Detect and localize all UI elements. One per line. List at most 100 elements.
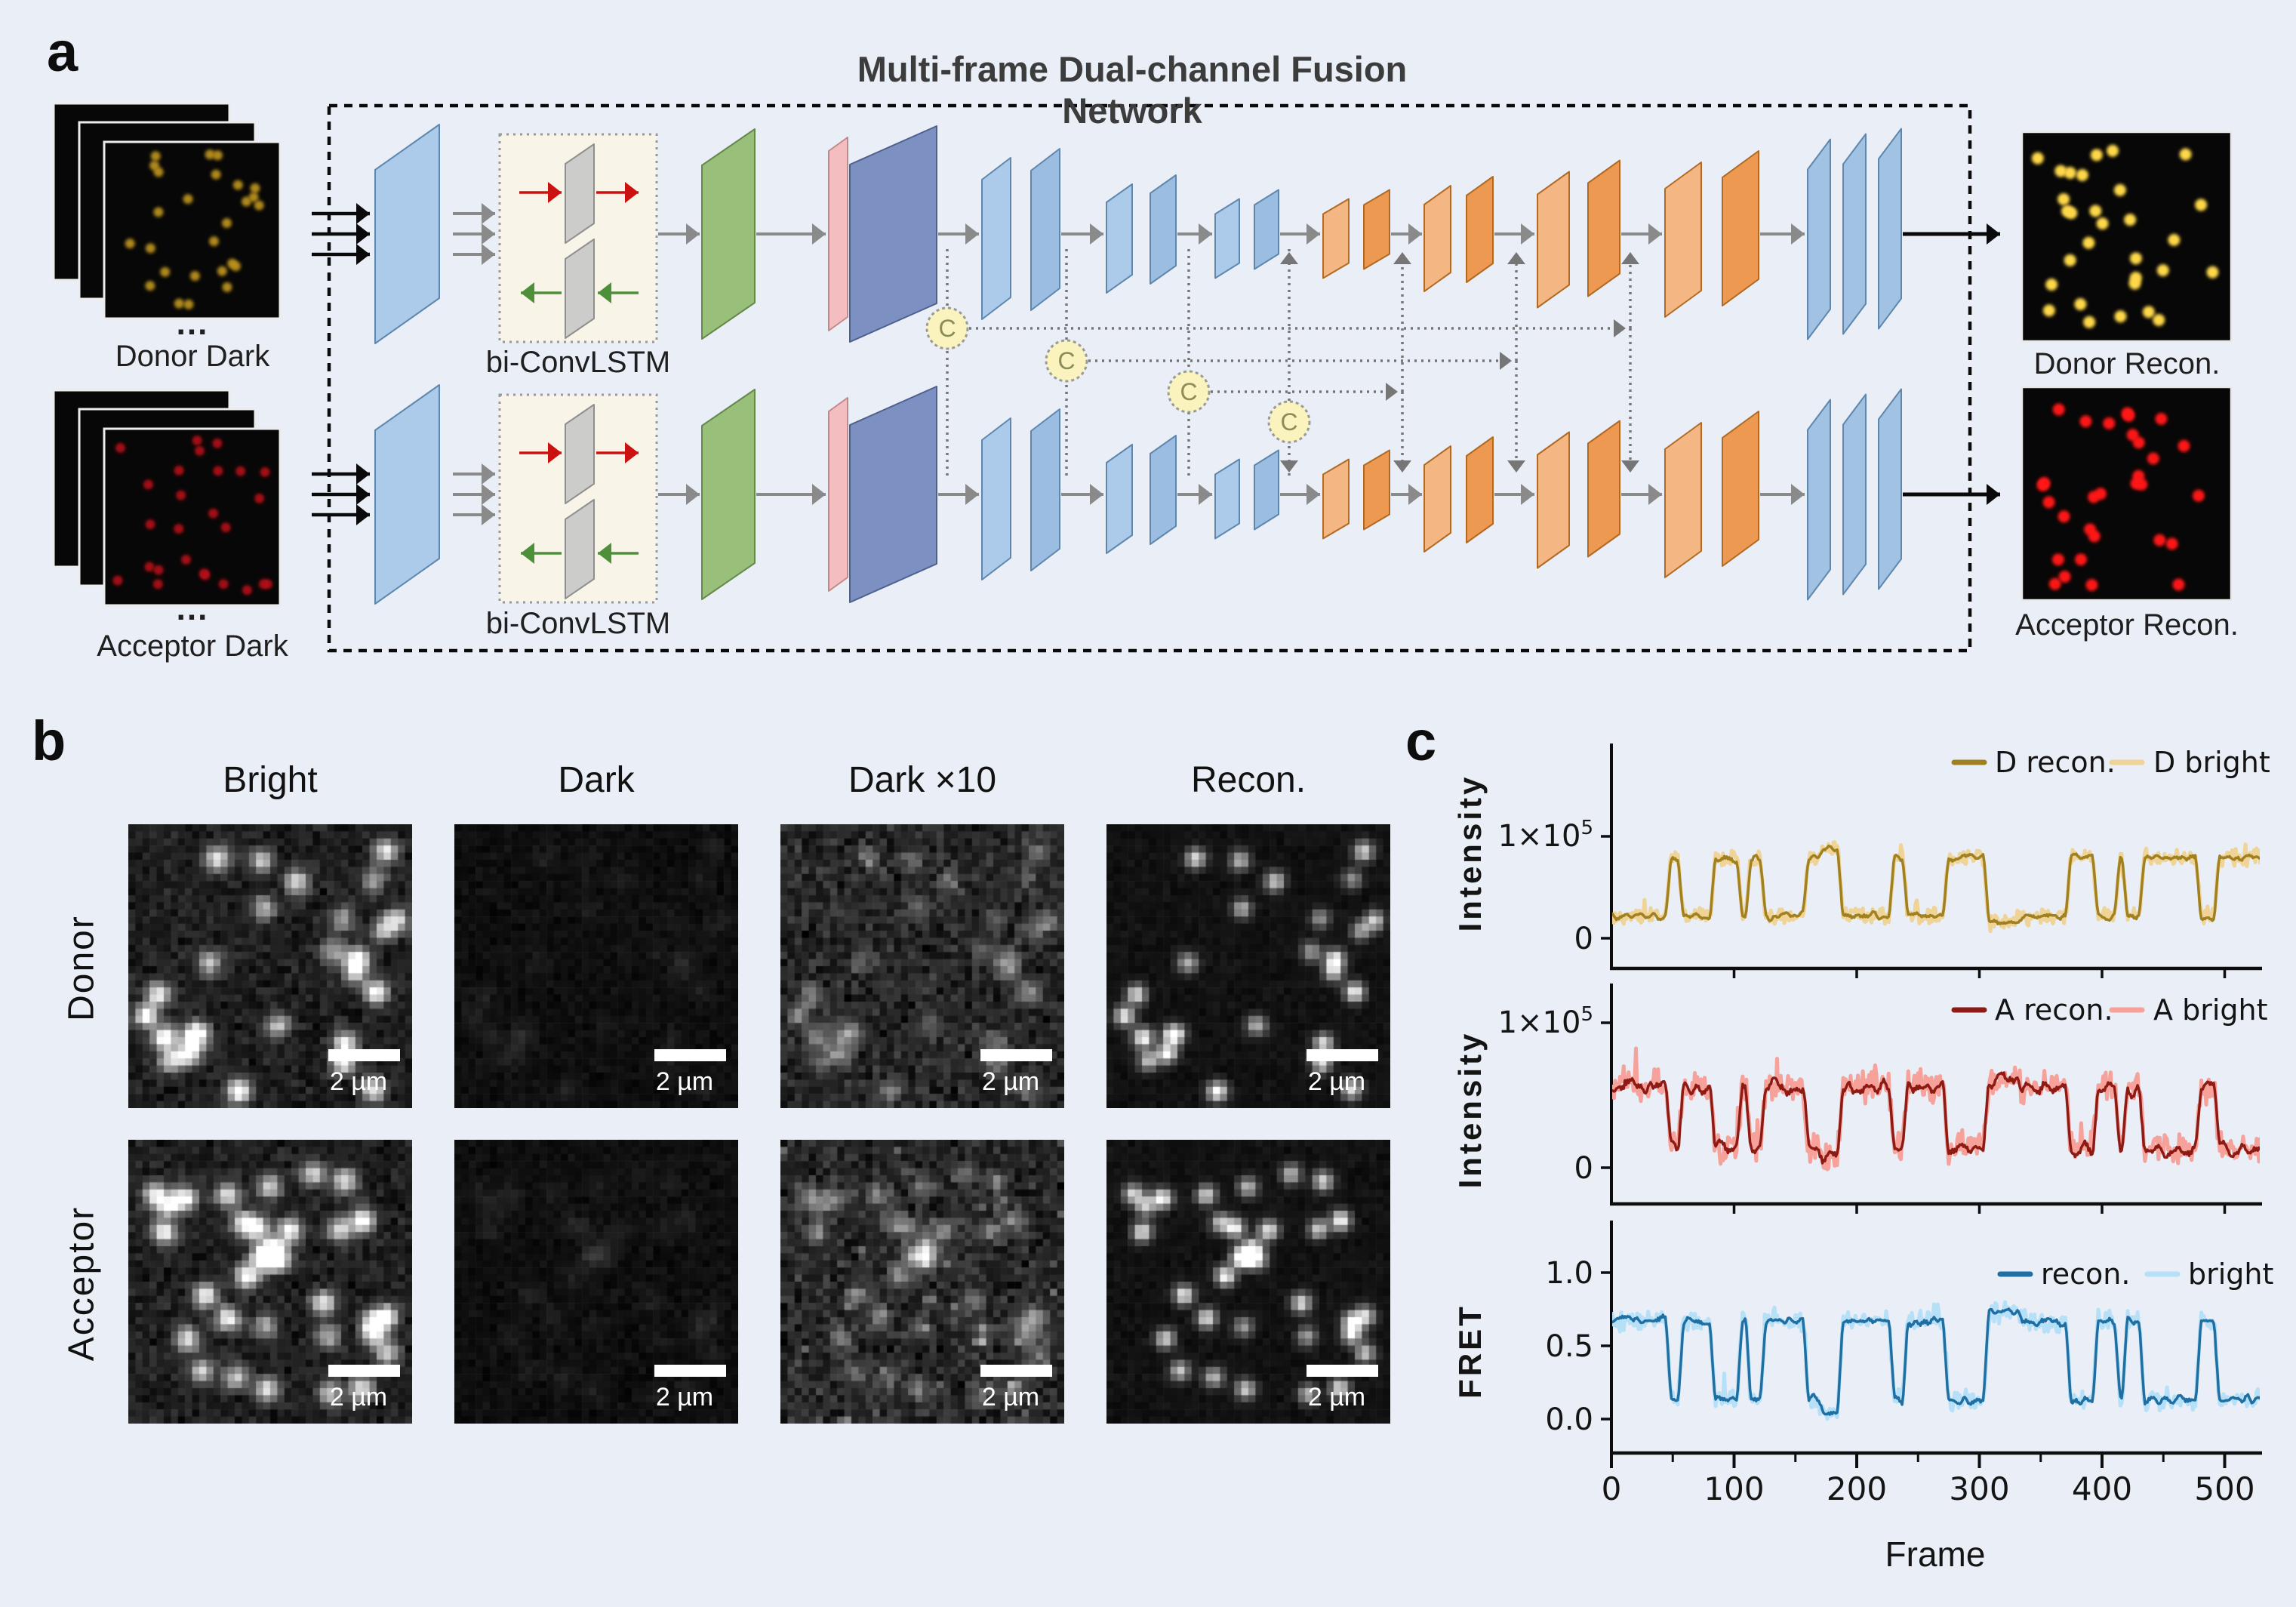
layer-plate <box>1537 171 1570 309</box>
molecule-dot <box>2122 409 2135 422</box>
scalebar-label: 2 µm <box>1307 1067 1366 1096</box>
molecule-dot <box>248 192 259 202</box>
arrowhead <box>482 463 495 485</box>
arrowhead <box>356 223 370 245</box>
molecule-dot <box>174 523 184 534</box>
molecule-dot <box>2082 236 2095 249</box>
legend-label: A bright <box>2153 993 2267 1027</box>
molecule-dot <box>2107 144 2119 157</box>
arrowhead <box>598 543 611 564</box>
layer-plate <box>1878 128 1902 330</box>
concat-node <box>925 306 969 350</box>
molecule-dot <box>2048 577 2061 590</box>
molecule-dot <box>208 236 219 247</box>
arrowhead <box>1521 223 1534 245</box>
lstm-label-acceptor: bi-ConvLSTM <box>485 607 671 640</box>
layer-plate <box>1722 411 1759 567</box>
arrowhead <box>1090 223 1103 245</box>
molecule-dot <box>2178 439 2190 452</box>
molecule-dot <box>2153 534 2166 546</box>
arrowhead <box>1280 252 1298 264</box>
y-axis-title: Intensity <box>1452 774 1488 932</box>
molecule-dot <box>2076 168 2088 181</box>
molecule-dot <box>183 194 193 205</box>
y-tick-label: 0 <box>1574 1151 1593 1186</box>
molecule-dot <box>2061 205 2073 217</box>
arrowhead <box>356 463 370 485</box>
molecule-dot <box>195 445 205 456</box>
molecule-dot <box>2088 491 2101 503</box>
layer-plate <box>1878 388 1902 590</box>
arrowhead <box>1393 460 1411 473</box>
layer-plate <box>1587 420 1620 558</box>
arrowhead <box>1500 352 1512 370</box>
molecule-dot <box>2113 183 2126 196</box>
molecule-dot <box>220 522 231 533</box>
panel-a-label: a <box>47 20 78 83</box>
molecule-dot <box>254 493 265 503</box>
scalebar <box>328 1365 400 1377</box>
arrowhead <box>1199 223 1212 245</box>
scalebar <box>1307 1049 1378 1061</box>
molecule-dot <box>189 271 200 282</box>
legend-label: recon. <box>2041 1258 2130 1291</box>
layer-plate <box>1030 148 1060 311</box>
x-axis-title: Frame <box>1885 1535 1986 1574</box>
acceptor-input-label: Acceptor Dark <box>97 630 288 663</box>
scalebar-label: 2 µm <box>981 1383 1040 1412</box>
layer-plate <box>1150 174 1177 285</box>
scalebar <box>1307 1365 1378 1377</box>
molecule-dot <box>174 465 184 476</box>
scalebar <box>328 1049 400 1061</box>
molecule-dot <box>258 579 269 590</box>
x-tick-label: 200 <box>1827 1470 1887 1507</box>
molecule-dot <box>150 151 161 162</box>
layer-plate <box>701 389 756 600</box>
input-frame-image <box>103 427 282 607</box>
layer-plate <box>981 417 1011 580</box>
molecule-dot <box>145 519 155 530</box>
molecule-dot <box>2147 452 2159 465</box>
acceptor-output-label: Acceptor Recon. <box>2015 608 2239 642</box>
molecule-dot <box>125 239 135 249</box>
layer-plate <box>1537 431 1570 569</box>
molecule-dot <box>254 200 264 211</box>
molecule-dot <box>2126 429 2139 442</box>
arrowhead <box>1648 484 1662 505</box>
molecule-dot <box>213 466 223 476</box>
arrowhead <box>1614 319 1626 337</box>
concat-node <box>1167 370 1211 414</box>
donor-stack-ellipsis: ... <box>176 305 209 342</box>
molecule-dot <box>218 579 229 590</box>
molecule-dot <box>199 568 209 579</box>
scalebar-label: 2 µm <box>1307 1383 1366 1412</box>
molecule-dot <box>2090 149 2103 162</box>
layer-plate <box>1106 183 1133 294</box>
molecule-dot <box>2038 477 2051 490</box>
row-label-acceptor: Acceptor <box>61 1205 102 1362</box>
arrowhead <box>1393 252 1411 264</box>
donor-dark-image <box>454 824 738 1108</box>
molecule-dot <box>2168 233 2181 246</box>
layer-plate <box>1363 449 1390 531</box>
molecule-dot <box>2206 266 2219 279</box>
molecule-dot <box>260 466 270 477</box>
layer-plate <box>1842 133 1867 335</box>
molecule-dot <box>222 282 232 293</box>
row-label-donor: Donor <box>61 915 102 1021</box>
molecule-dot <box>212 150 223 161</box>
molecule-dot <box>227 258 238 269</box>
acceptor-dark10-image <box>780 1140 1064 1424</box>
layer-plate <box>1807 399 1831 601</box>
layer-plate <box>1466 176 1494 283</box>
y-tick-label: 1×105 <box>1498 1003 1593 1040</box>
molecule-dot <box>2042 496 2055 509</box>
layer-plate <box>1423 445 1451 553</box>
molecule-dot <box>2096 217 2109 230</box>
scalebar <box>654 1049 726 1061</box>
molecule-dot <box>149 160 160 171</box>
molecule-dot <box>153 207 164 217</box>
molecule-dot <box>153 565 164 575</box>
molecule-dot <box>2031 152 2044 165</box>
